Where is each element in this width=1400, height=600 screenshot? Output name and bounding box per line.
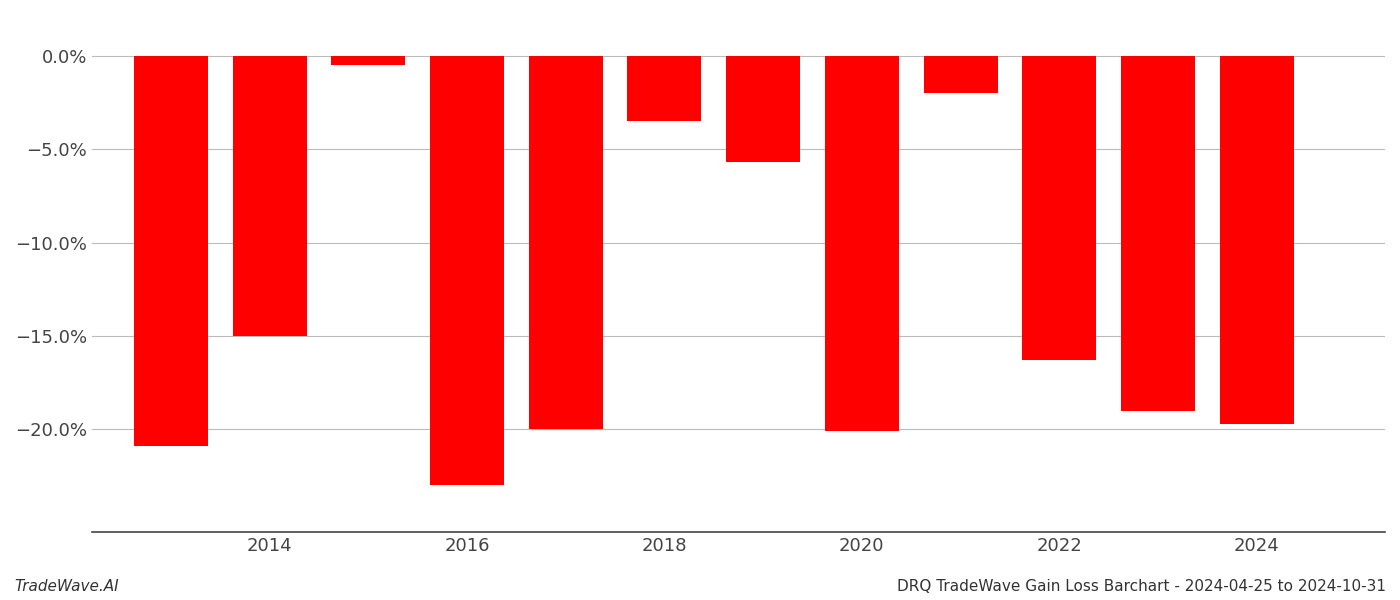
Bar [1121,56,1196,411]
Bar [332,56,406,65]
Bar [529,56,603,430]
Bar [430,56,504,485]
Bar [232,56,307,336]
Bar [1022,56,1096,361]
Bar [627,56,701,121]
Bar [924,56,998,94]
Bar [1219,56,1294,424]
Text: DRQ TradeWave Gain Loss Barchart - 2024-04-25 to 2024-10-31: DRQ TradeWave Gain Loss Barchart - 2024-… [897,579,1386,594]
Bar [134,56,209,446]
Bar [825,56,899,431]
Bar [727,56,801,163]
Text: TradeWave.AI: TradeWave.AI [14,579,119,594]
